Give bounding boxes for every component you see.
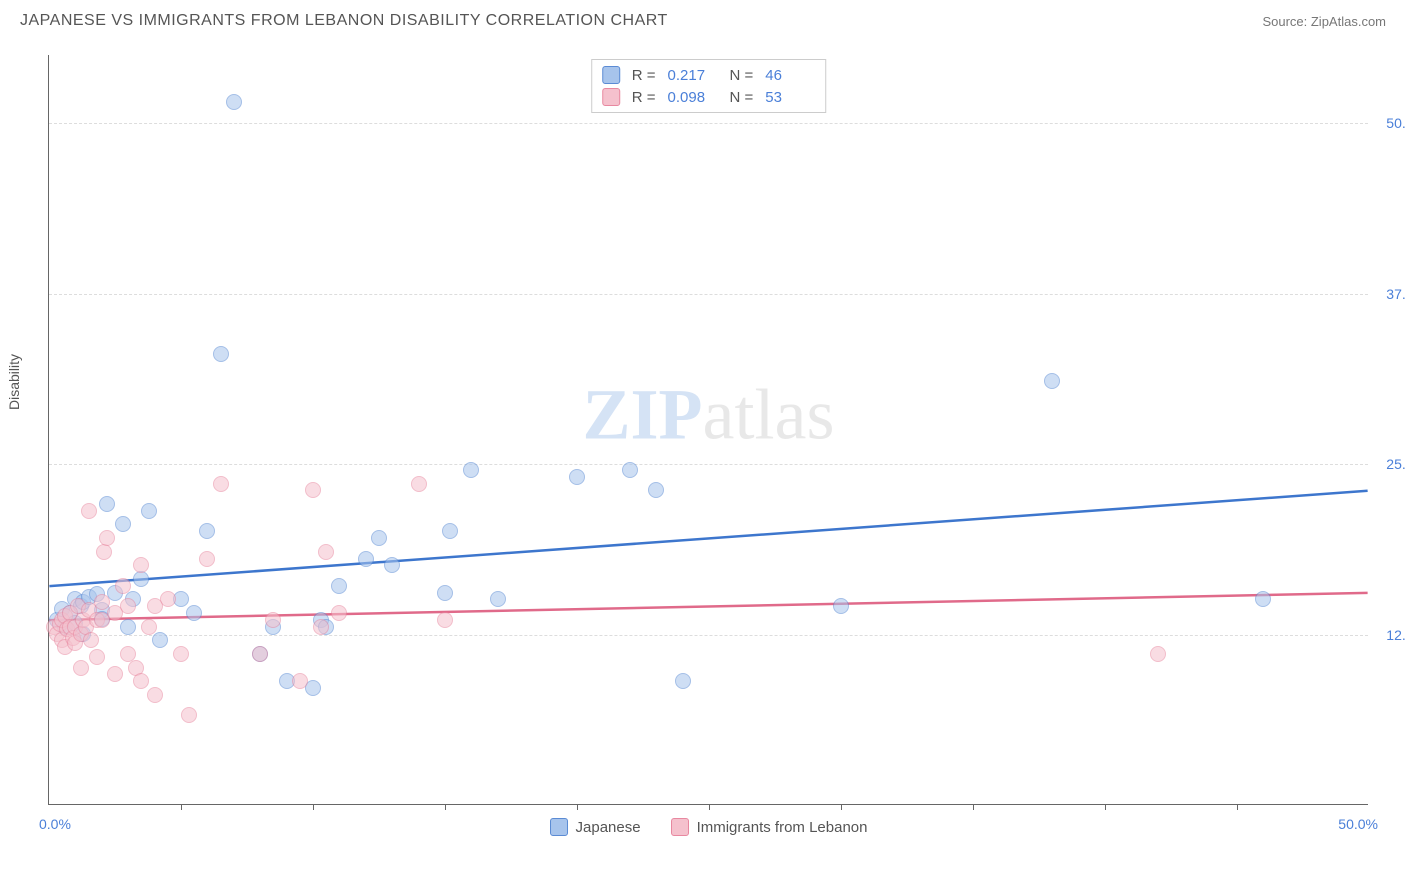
scatter-point xyxy=(141,619,157,635)
scatter-point xyxy=(115,516,131,532)
x-tick xyxy=(577,804,578,810)
scatter-point xyxy=(331,605,347,621)
scatter-point xyxy=(437,612,453,628)
bottom-legend: Japanese Immigrants from Lebanon xyxy=(550,818,868,836)
scatter-point xyxy=(213,476,229,492)
scatter-point xyxy=(133,673,149,689)
x-tick xyxy=(313,804,314,810)
scatter-point xyxy=(99,530,115,546)
scatter-point xyxy=(371,530,387,546)
scatter-point xyxy=(252,646,268,662)
scatter-point xyxy=(648,482,664,498)
scatter-point xyxy=(186,605,202,621)
y-tick-label: 12.5% xyxy=(1386,627,1406,643)
scatter-point xyxy=(120,619,136,635)
y-tick-label: 37.5% xyxy=(1386,286,1406,302)
legend-swatch xyxy=(602,66,620,84)
scatter-point xyxy=(305,482,321,498)
scatter-point xyxy=(115,578,131,594)
scatter-point xyxy=(89,649,105,665)
scatter-point xyxy=(152,632,168,648)
watermark: ZIPatlas xyxy=(583,373,835,456)
scatter-point xyxy=(181,707,197,723)
x-tick xyxy=(445,804,446,810)
scatter-point xyxy=(384,557,400,573)
legend-item: Immigrants from Lebanon xyxy=(671,818,868,836)
x-tick xyxy=(181,804,182,810)
legend-swatch xyxy=(602,88,620,106)
y-axis-title: Disability xyxy=(6,353,22,409)
scatter-point xyxy=(160,591,176,607)
scatter-point xyxy=(141,503,157,519)
scatter-point xyxy=(622,462,638,478)
stats-row: R = 0.098N = 53 xyxy=(602,86,816,108)
scatter-point xyxy=(133,571,149,587)
scatter-point xyxy=(675,673,691,689)
source-label: Source: ZipAtlas.com xyxy=(1262,14,1386,29)
legend-swatch xyxy=(671,818,689,836)
x-axis-max-label: 50.0% xyxy=(1338,816,1378,832)
gridline xyxy=(49,464,1368,465)
scatter-point xyxy=(120,598,136,614)
scatter-point xyxy=(313,619,329,635)
scatter-point xyxy=(411,476,427,492)
scatter-point xyxy=(99,496,115,512)
y-tick-label: 50.0% xyxy=(1386,115,1406,131)
scatter-point xyxy=(133,557,149,573)
scatter-point xyxy=(107,666,123,682)
scatter-point xyxy=(173,646,189,662)
scatter-point xyxy=(442,523,458,539)
x-tick xyxy=(841,804,842,810)
trend-lines xyxy=(49,55,1368,804)
scatter-point xyxy=(318,544,334,560)
x-tick xyxy=(973,804,974,810)
scatter-point xyxy=(265,612,281,628)
x-axis-min-label: 0.0% xyxy=(39,816,71,832)
legend-item: Japanese xyxy=(550,818,641,836)
scatter-point xyxy=(147,687,163,703)
legend-label: Japanese xyxy=(576,819,641,836)
stats-row: R = 0.217N = 46 xyxy=(602,64,816,86)
scatter-point xyxy=(226,94,242,110)
y-tick-label: 25.0% xyxy=(1386,456,1406,472)
scatter-point xyxy=(73,660,89,676)
scatter-point xyxy=(1255,591,1271,607)
gridline xyxy=(49,294,1368,295)
chart-plot-area: Disability ZIPatlas R = 0.217N = 46R = 0… xyxy=(48,55,1368,805)
chart-title: JAPANESE VS IMMIGRANTS FROM LEBANON DISA… xyxy=(20,12,668,30)
scatter-point xyxy=(569,469,585,485)
scatter-point xyxy=(96,544,112,560)
scatter-point xyxy=(437,585,453,601)
scatter-point xyxy=(331,578,347,594)
scatter-point xyxy=(463,462,479,478)
legend-label: Immigrants from Lebanon xyxy=(697,819,868,836)
gridline xyxy=(49,635,1368,636)
scatter-point xyxy=(213,346,229,362)
scatter-point xyxy=(83,632,99,648)
scatter-point xyxy=(833,598,849,614)
legend-swatch xyxy=(550,818,568,836)
scatter-point xyxy=(490,591,506,607)
gridline xyxy=(49,123,1368,124)
scatter-point xyxy=(81,503,97,519)
x-tick xyxy=(709,804,710,810)
scatter-point xyxy=(199,551,215,567)
scatter-point xyxy=(199,523,215,539)
scatter-point xyxy=(1044,373,1060,389)
scatter-point xyxy=(358,551,374,567)
scatter-point xyxy=(292,673,308,689)
scatter-point xyxy=(1150,646,1166,662)
stats-legend: R = 0.217N = 46R = 0.098N = 53 xyxy=(591,59,827,113)
x-tick xyxy=(1237,804,1238,810)
x-tick xyxy=(1105,804,1106,810)
